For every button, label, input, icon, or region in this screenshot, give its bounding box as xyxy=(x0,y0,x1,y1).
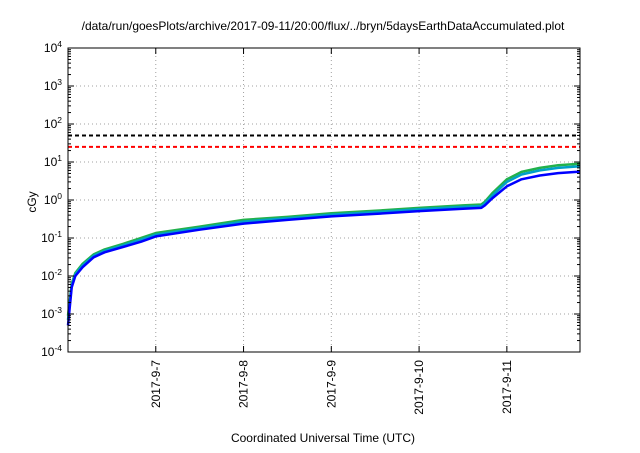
x-tick-label: 2017-9-11 xyxy=(500,360,514,414)
x-axis-label: Coordinated Universal Time (UTC) xyxy=(231,431,415,445)
y-tick-label: 10-3 xyxy=(41,305,62,321)
y-tick-label: 100 xyxy=(44,191,62,207)
y-tick-label: 104 xyxy=(44,39,62,55)
x-axis-ticks: 2017-9-7 2017-9-8 2017-9-9 2017-9-10 2017-9-… xyxy=(149,48,514,415)
y-axis-ticks: 10-4 10-3 10-2 10-1 100 101 102 103 104 xyxy=(41,39,580,359)
y-tick-label: 10-4 xyxy=(41,343,62,359)
x-tick-label: 2017-9-8 xyxy=(237,360,251,408)
grid-lines xyxy=(68,48,580,352)
reference-lines xyxy=(68,134,580,148)
y-tick-label: 10-2 xyxy=(41,267,62,283)
chart-title: /data/run/goesPlots/archive/2017-09-11/2… xyxy=(82,19,565,33)
x-tick-label: 2017-9-9 xyxy=(324,360,338,408)
x-tick-label: 2017-9-10 xyxy=(412,360,426,415)
x-tick-label: 2017-9-7 xyxy=(149,360,163,408)
y-tick-label: 103 xyxy=(44,77,62,93)
y-tick-label: 102 xyxy=(44,115,62,131)
y-axis-label: cGy xyxy=(25,191,39,212)
series-lines xyxy=(66,162,581,326)
series-line xyxy=(66,170,581,326)
y-tick-label: 101 xyxy=(44,153,62,169)
y-tick-label: 10-1 xyxy=(41,229,62,245)
